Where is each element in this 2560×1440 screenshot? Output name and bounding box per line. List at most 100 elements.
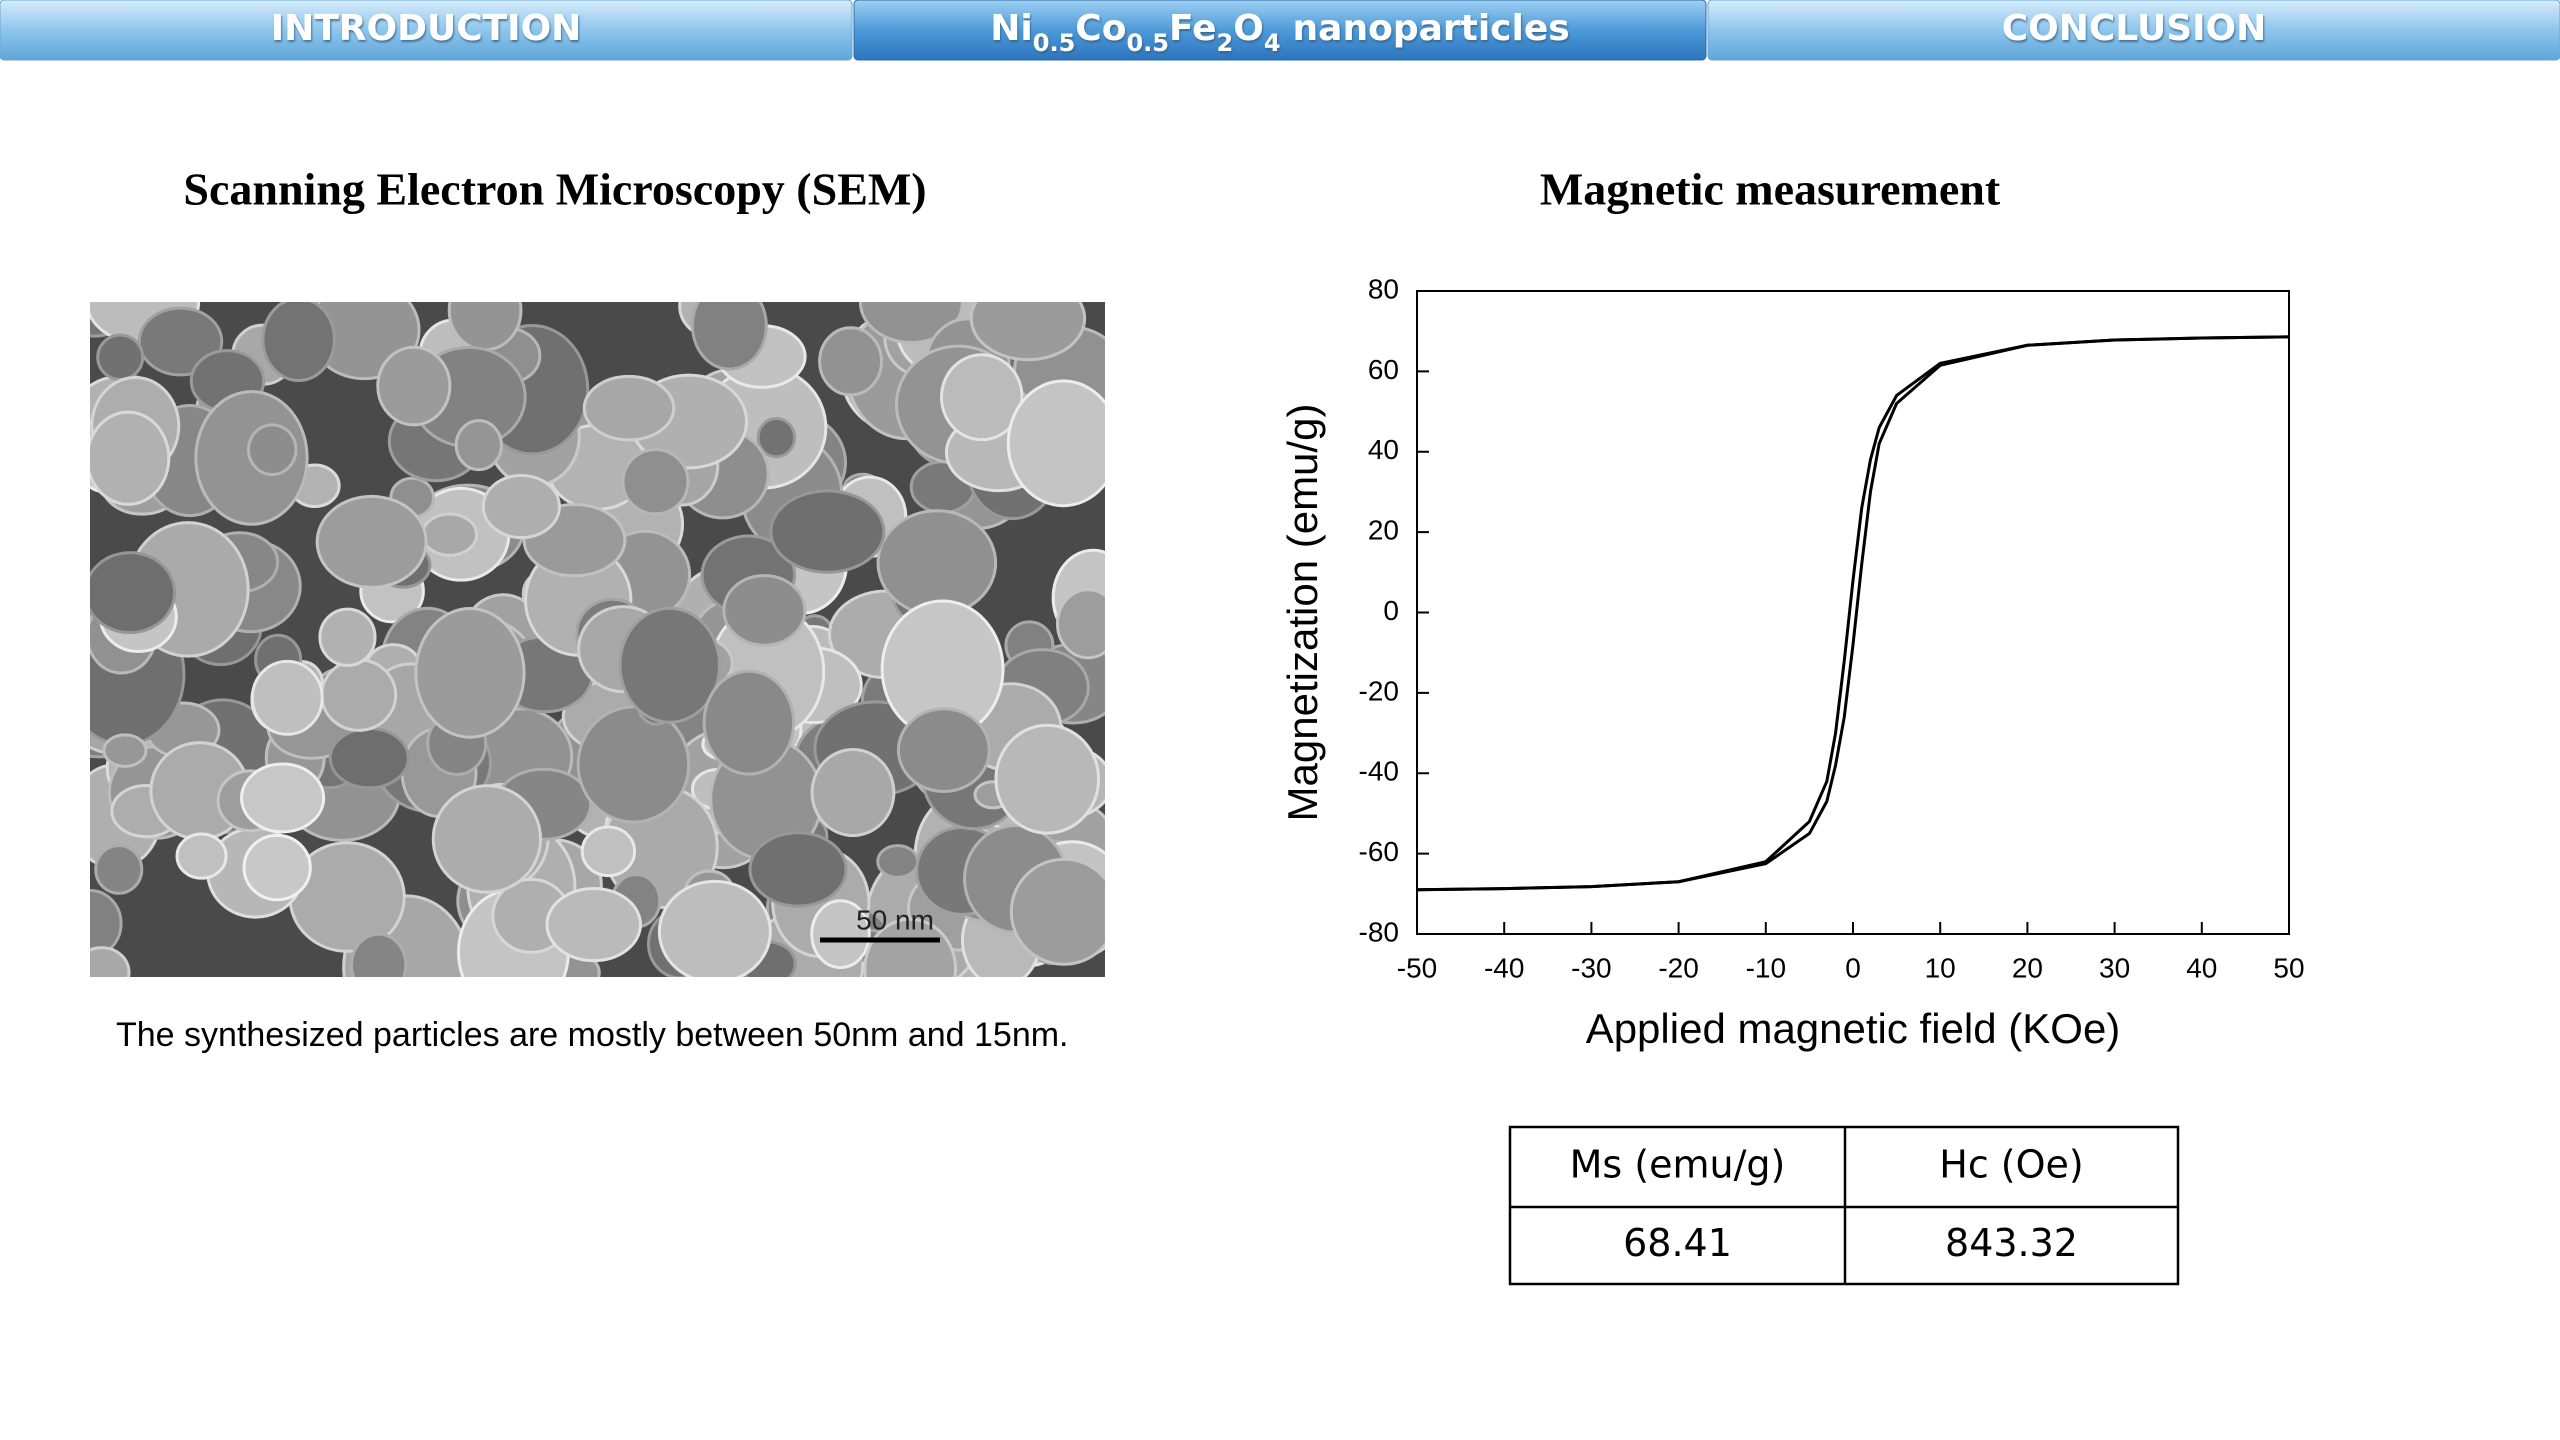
sem-particle bbox=[315, 494, 428, 589]
sem-particle bbox=[240, 762, 326, 834]
formula-subscript[interactable]: 0.5 bbox=[1126, 29, 1169, 57]
sem-particle bbox=[769, 489, 886, 574]
formula-element[interactable]: Ni bbox=[990, 8, 1032, 49]
formula-subscript[interactable]: 4 bbox=[1264, 29, 1281, 57]
sem-particle bbox=[1009, 857, 1105, 966]
x-tick-label: 50 bbox=[2273, 952, 2304, 983]
sem-particle bbox=[621, 448, 690, 516]
x-tick-label: -10 bbox=[1746, 952, 1786, 983]
formula-subscript[interactable]: 2 bbox=[1217, 29, 1234, 57]
sem-particle bbox=[90, 946, 131, 977]
sem-particle bbox=[90, 551, 177, 635]
sem-particle bbox=[618, 606, 721, 724]
sem-particle bbox=[1006, 379, 1105, 508]
y-tick-label: -80 bbox=[1359, 916, 1399, 947]
sem-particle bbox=[969, 302, 1087, 362]
formula-element[interactable]: O bbox=[1233, 8, 1264, 49]
nav-label[interactable]: INTRODUCTION bbox=[271, 8, 582, 49]
sem-particle bbox=[421, 512, 479, 557]
x-tick-label: 40 bbox=[2186, 952, 2217, 983]
sem-particle bbox=[414, 607, 526, 739]
sem-particle bbox=[876, 844, 920, 879]
sem-particle bbox=[137, 306, 224, 377]
sem-particle bbox=[261, 302, 336, 382]
sem-particle bbox=[328, 726, 410, 790]
nav-tab[interactable] bbox=[0, 0, 853, 61]
sem-particle bbox=[175, 832, 228, 880]
nav-label-text: nanoparticles bbox=[1293, 8, 1570, 49]
sem-particle bbox=[748, 831, 848, 908]
table-header: Hc (Oe) bbox=[1939, 1143, 2084, 1187]
x-tick-label: -40 bbox=[1484, 952, 1524, 983]
y-tick-label: -40 bbox=[1359, 756, 1399, 787]
sem-particle bbox=[691, 302, 768, 371]
sem-particle bbox=[454, 419, 503, 472]
sem-particle bbox=[863, 917, 958, 977]
scale-bar: 50 nm bbox=[820, 904, 940, 943]
sem-particle bbox=[90, 889, 123, 959]
table-cell: 843.32 bbox=[1945, 1221, 2078, 1265]
sem-particle bbox=[318, 607, 377, 667]
sem-particle bbox=[545, 886, 642, 963]
caption: The synthesized particles are mostly bet… bbox=[116, 1016, 1069, 1054]
sem-particle bbox=[350, 932, 408, 977]
x-tick-label: 10 bbox=[1925, 952, 1956, 983]
x-tick-label: 0 bbox=[1845, 952, 1861, 983]
x-tick-label: -50 bbox=[1397, 952, 1437, 983]
sem-particle bbox=[810, 748, 896, 838]
y-tick-label: 40 bbox=[1368, 434, 1399, 465]
sem-particle bbox=[756, 417, 797, 459]
y-tick-label: -60 bbox=[1359, 836, 1399, 867]
table: Ms (emu/g) Hc (Oe) 68.41 843.32 bbox=[1508, 1125, 2180, 1286]
sem-particle bbox=[576, 705, 691, 824]
sem-particle bbox=[994, 723, 1101, 835]
sem-particle bbox=[320, 658, 398, 732]
sem-particle bbox=[896, 707, 991, 793]
sem-particle bbox=[582, 374, 676, 442]
sem-particle bbox=[939, 353, 1024, 442]
sem-particle bbox=[702, 669, 796, 776]
nav-bar: INTRODUCTION Ni0.5Co0.5Fe2O4 nanoparticle… bbox=[0, 0, 2560, 61]
sem-particle bbox=[102, 733, 148, 768]
sem-particle bbox=[876, 509, 998, 617]
y-tick-label: 0 bbox=[1383, 595, 1399, 626]
table-cell: 68.41 bbox=[1623, 1221, 1732, 1265]
sem-particle bbox=[94, 844, 144, 895]
formula-element[interactable]: Fe bbox=[1169, 8, 1217, 49]
sem-particle bbox=[1056, 588, 1105, 660]
sem-particle bbox=[246, 423, 298, 477]
x-axis-label: Applied magnetic field (KOe) bbox=[1586, 1005, 2121, 1052]
sem-particle bbox=[431, 784, 543, 894]
chart: -50 -40 -30 -20 -10 0 10 20 30 40 50 -80 -60 -40 -20 0 2… bbox=[1279, 273, 2304, 1052]
formula-element[interactable]: Co bbox=[1075, 8, 1126, 49]
nav-tab[interactable] bbox=[853, 0, 1707, 61]
sem-particle bbox=[481, 474, 561, 540]
nav-label[interactable]: Ni0.5Co0.5Fe2O4 nanoparticles bbox=[990, 8, 1569, 57]
nav-tab[interactable] bbox=[1707, 0, 2560, 61]
sem-image bbox=[90, 302, 1105, 977]
y-tick-label: 20 bbox=[1368, 515, 1399, 546]
formula-subscript[interactable]: 0.5 bbox=[1033, 29, 1076, 57]
sem-particle bbox=[447, 302, 523, 352]
table-header: Ms (emu/g) bbox=[1570, 1143, 1786, 1187]
sem-particle bbox=[376, 345, 452, 427]
sem-particle bbox=[818, 326, 884, 397]
plot-frame bbox=[1416, 290, 2290, 935]
sem-particle bbox=[90, 410, 171, 506]
sem-particle bbox=[657, 879, 772, 977]
sem-particle bbox=[242, 833, 312, 902]
line-series bbox=[1416, 335, 2290, 892]
scale-label: 50 nm bbox=[856, 904, 934, 935]
section-title: Scanning Electron Microscopy (SEM) bbox=[183, 164, 926, 215]
sem-particle bbox=[96, 333, 145, 382]
nav-label[interactable]: CONCLUSION bbox=[2002, 8, 2267, 49]
sem-particle bbox=[722, 574, 807, 647]
y-tick-label: 80 bbox=[1368, 273, 1399, 304]
sem-particle bbox=[250, 659, 324, 736]
sem-particle bbox=[580, 825, 637, 878]
x-tick-label: -20 bbox=[1658, 952, 1698, 983]
y-tick-label: 60 bbox=[1368, 354, 1399, 385]
section-title: Magnetic measurement bbox=[1540, 164, 2001, 215]
